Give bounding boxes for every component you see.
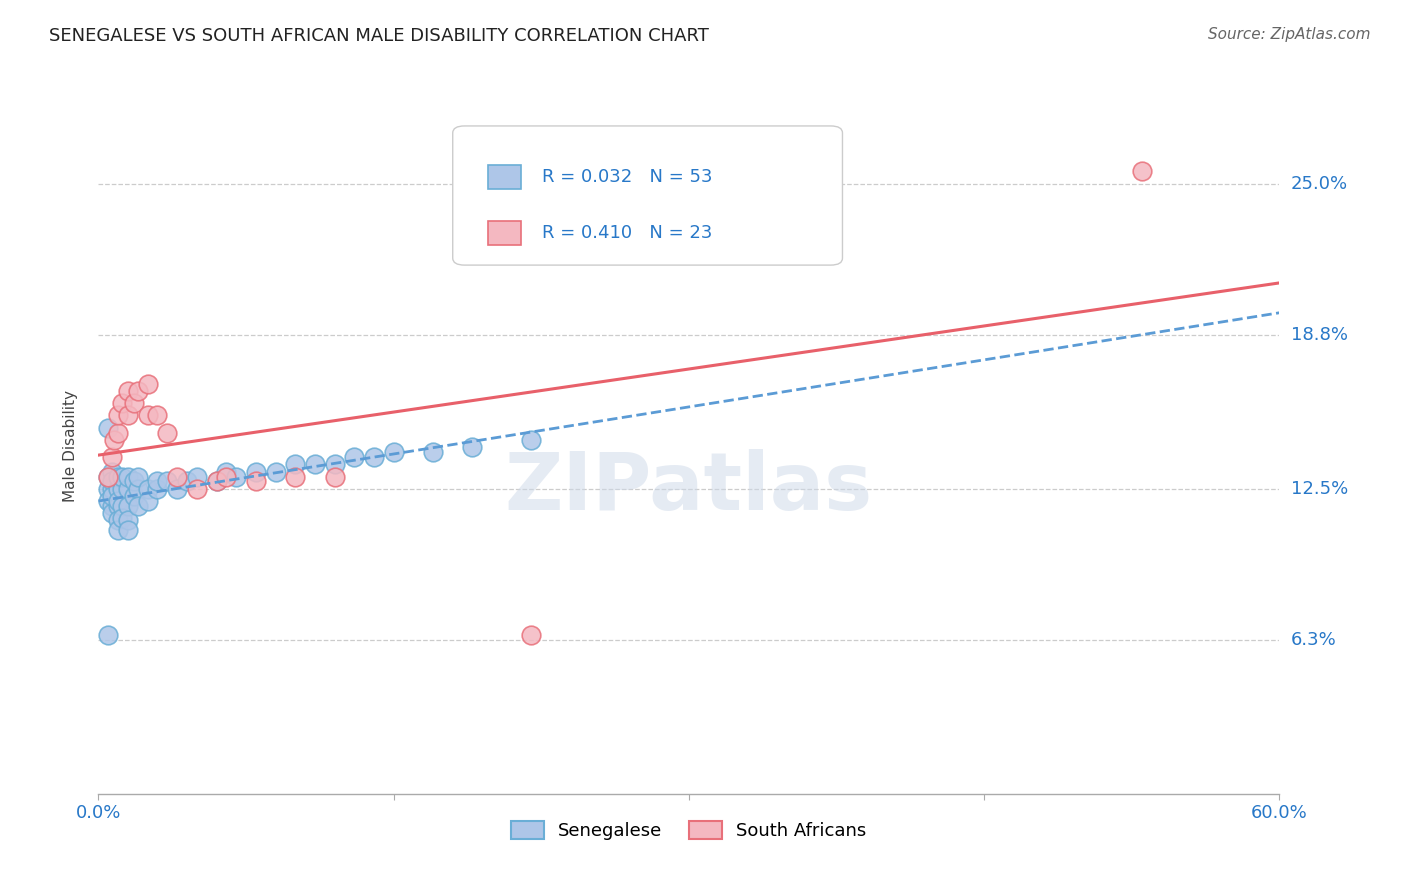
Point — [107, 494, 129, 508]
Point — [176, 475, 198, 489]
Point — [101, 482, 124, 496]
Point — [215, 469, 238, 483]
Point — [117, 499, 139, 513]
Point — [111, 469, 134, 483]
Point — [245, 475, 267, 489]
Point — [323, 469, 346, 483]
Point — [461, 440, 484, 454]
Point — [107, 469, 129, 483]
Point — [107, 523, 129, 537]
Point — [382, 445, 405, 459]
Point — [127, 499, 149, 513]
Point — [97, 482, 120, 496]
Point — [101, 506, 124, 520]
Point — [111, 511, 134, 525]
Point — [97, 420, 120, 434]
Point — [205, 475, 228, 489]
Point — [97, 469, 120, 483]
Point — [107, 409, 129, 423]
Point — [225, 469, 247, 483]
Point — [117, 523, 139, 537]
Point — [186, 482, 208, 496]
Point — [117, 469, 139, 483]
Point — [264, 465, 287, 479]
Point — [107, 482, 129, 496]
Point — [166, 482, 188, 496]
Point — [284, 469, 307, 483]
Text: R = 0.032   N = 53: R = 0.032 N = 53 — [543, 168, 713, 186]
Point — [363, 450, 385, 464]
FancyBboxPatch shape — [453, 126, 842, 265]
Point — [156, 475, 179, 489]
Point — [304, 458, 326, 472]
Point — [97, 469, 120, 483]
Text: 25.0%: 25.0% — [1291, 175, 1348, 193]
Point — [136, 494, 159, 508]
Point — [97, 494, 120, 508]
Bar — [488, 164, 522, 189]
Point — [127, 384, 149, 398]
Point — [1130, 164, 1153, 178]
Bar — [488, 221, 522, 245]
Point — [117, 513, 139, 527]
Point — [323, 458, 346, 472]
Point — [103, 433, 125, 447]
Point — [136, 409, 159, 423]
Point — [245, 465, 267, 479]
Point — [166, 469, 188, 483]
Text: 6.3%: 6.3% — [1291, 631, 1336, 649]
Point — [107, 513, 129, 527]
Point — [101, 499, 124, 513]
Point — [111, 482, 134, 496]
Point — [97, 628, 120, 642]
Legend: Senegalese, South Africans: Senegalese, South Africans — [503, 814, 875, 847]
Point — [127, 469, 149, 483]
Text: Source: ZipAtlas.com: Source: ZipAtlas.com — [1208, 27, 1371, 42]
Point — [122, 489, 145, 503]
Point — [111, 499, 134, 513]
Point — [146, 482, 169, 496]
Y-axis label: Male Disability: Male Disability — [63, 390, 77, 502]
Point — [520, 433, 543, 447]
Point — [136, 482, 159, 496]
Point — [186, 469, 208, 483]
Point — [101, 475, 124, 489]
Point — [107, 499, 129, 513]
Point — [146, 409, 169, 423]
Point — [146, 475, 169, 489]
Point — [422, 445, 444, 459]
Point — [156, 425, 179, 440]
Point — [127, 482, 149, 496]
Point — [117, 482, 139, 496]
Text: 12.5%: 12.5% — [1291, 480, 1348, 498]
Point — [284, 458, 307, 472]
Text: ZIPatlas: ZIPatlas — [505, 449, 873, 527]
Point — [520, 628, 543, 642]
Point — [122, 475, 145, 489]
Point — [101, 465, 124, 479]
Text: 18.8%: 18.8% — [1291, 326, 1347, 344]
Point — [107, 425, 129, 440]
Point — [136, 376, 159, 391]
Text: R = 0.410   N = 23: R = 0.410 N = 23 — [543, 224, 713, 242]
Text: SENEGALESE VS SOUTH AFRICAN MALE DISABILITY CORRELATION CHART: SENEGALESE VS SOUTH AFRICAN MALE DISABIL… — [49, 27, 709, 45]
Point — [343, 450, 366, 464]
Point — [111, 396, 134, 410]
Point — [117, 409, 139, 423]
Point — [117, 384, 139, 398]
Point — [101, 450, 124, 464]
Point — [101, 489, 124, 503]
Point — [122, 396, 145, 410]
Point — [215, 465, 238, 479]
Point — [205, 475, 228, 489]
